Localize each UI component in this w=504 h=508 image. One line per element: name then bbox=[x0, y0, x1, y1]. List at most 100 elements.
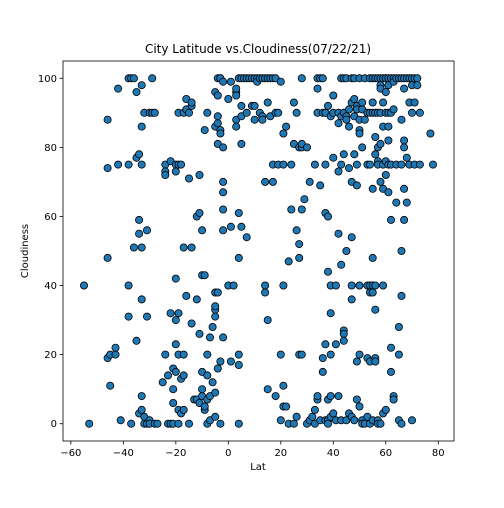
data-point-446 bbox=[415, 108, 424, 117]
data-point-163 bbox=[234, 253, 243, 262]
data-point-81 bbox=[179, 371, 188, 380]
data-point-98 bbox=[195, 329, 204, 338]
y-tick-label: 20 bbox=[44, 350, 57, 361]
data-point-203 bbox=[274, 108, 283, 117]
data-point-85 bbox=[182, 291, 191, 300]
data-point-147 bbox=[219, 333, 228, 342]
data-point-447 bbox=[415, 160, 424, 169]
data-point-60 bbox=[169, 385, 178, 394]
data-point-24 bbox=[135, 150, 144, 159]
data-point-168 bbox=[237, 139, 246, 148]
data-point-49 bbox=[158, 378, 167, 387]
data-point-449 bbox=[428, 160, 437, 169]
data-point-363 bbox=[371, 305, 380, 314]
data-point-140 bbox=[216, 419, 225, 428]
data-point-235 bbox=[302, 143, 311, 152]
data-point-231 bbox=[297, 350, 306, 359]
chart-title: City Latitude vs.Cloudiness(07/22/21) bbox=[145, 42, 371, 56]
data-point-378 bbox=[376, 177, 385, 186]
data-point-164 bbox=[234, 208, 243, 217]
data-point-445 bbox=[413, 81, 422, 90]
data-point-417 bbox=[394, 322, 403, 331]
data-point-442 bbox=[410, 98, 419, 107]
data-point-406 bbox=[386, 367, 395, 376]
y-axis-label: Cloudiness bbox=[20, 224, 31, 278]
data-point-8 bbox=[111, 350, 120, 359]
data-point-240 bbox=[310, 160, 319, 169]
data-point-241 bbox=[310, 405, 319, 414]
data-point-365 bbox=[371, 357, 380, 366]
data-point-440 bbox=[407, 416, 416, 425]
data-point-19 bbox=[129, 74, 138, 83]
data-point-150 bbox=[226, 222, 235, 231]
data-point-424 bbox=[397, 291, 406, 300]
data-point-39 bbox=[142, 312, 151, 321]
data-point-57 bbox=[166, 309, 175, 318]
data-point-224 bbox=[292, 412, 301, 421]
data-point-295 bbox=[339, 336, 348, 345]
data-point-67 bbox=[171, 340, 180, 349]
data-point-389 bbox=[381, 88, 390, 97]
data-point-6 bbox=[106, 381, 115, 390]
data-point-271 bbox=[326, 392, 335, 401]
x-axis: −60 −40 −20 0 20 40 60 80 bbox=[60, 441, 445, 459]
data-point-444 bbox=[413, 74, 422, 83]
data-point-214 bbox=[282, 402, 291, 411]
data-point-173 bbox=[242, 108, 251, 117]
data-point-169 bbox=[237, 222, 246, 231]
data-point-379 bbox=[376, 419, 385, 428]
data-point-101 bbox=[198, 226, 207, 235]
data-point-53 bbox=[161, 350, 170, 359]
data-point-439 bbox=[407, 108, 416, 117]
x-tick-label: 0 bbox=[225, 448, 231, 459]
data-point-218 bbox=[287, 205, 296, 214]
data-point-429 bbox=[400, 184, 409, 193]
data-point-279 bbox=[331, 340, 340, 349]
data-point-208 bbox=[279, 129, 288, 138]
data-point-0 bbox=[80, 281, 89, 290]
data-point-420 bbox=[397, 115, 406, 124]
data-point-404 bbox=[386, 215, 395, 224]
data-point-219 bbox=[289, 98, 298, 107]
data-point-10 bbox=[114, 84, 123, 93]
data-point-189 bbox=[261, 288, 270, 297]
data-point-145 bbox=[219, 226, 228, 235]
data-point-221 bbox=[289, 419, 298, 428]
data-point-99 bbox=[195, 170, 204, 179]
data-point-16 bbox=[124, 312, 133, 321]
data-point-64 bbox=[171, 167, 180, 176]
data-point-222 bbox=[292, 108, 301, 117]
data-point-2 bbox=[103, 164, 112, 173]
data-point-116 bbox=[205, 333, 214, 342]
data-point-261 bbox=[323, 101, 332, 110]
data-point-45 bbox=[148, 74, 157, 83]
data-point-319 bbox=[352, 160, 361, 169]
data-point-107 bbox=[200, 402, 209, 411]
data-point-110 bbox=[203, 350, 212, 359]
data-point-96 bbox=[192, 295, 201, 304]
data-point-281 bbox=[334, 119, 343, 128]
data-point-392 bbox=[381, 170, 390, 179]
data-point-309 bbox=[347, 281, 356, 290]
data-point-91 bbox=[187, 243, 196, 252]
data-point-121 bbox=[211, 312, 220, 321]
data-point-126 bbox=[211, 388, 220, 397]
data-point-124 bbox=[211, 302, 220, 311]
data-point-27 bbox=[135, 229, 144, 238]
data-point-31 bbox=[137, 243, 146, 252]
data-point-149 bbox=[224, 95, 233, 104]
data-point-209 bbox=[279, 160, 288, 169]
data-point-68 bbox=[171, 367, 180, 376]
data-point-166 bbox=[237, 101, 246, 110]
data-point-74 bbox=[174, 309, 183, 318]
data-point-411 bbox=[389, 395, 398, 404]
data-point-259 bbox=[321, 340, 330, 349]
data-point-193 bbox=[263, 385, 272, 394]
data-point-326 bbox=[355, 129, 364, 138]
data-point-104 bbox=[198, 385, 207, 394]
data-point-226 bbox=[295, 240, 304, 249]
x-tick-label: −20 bbox=[165, 448, 186, 459]
data-point-276 bbox=[329, 409, 338, 418]
